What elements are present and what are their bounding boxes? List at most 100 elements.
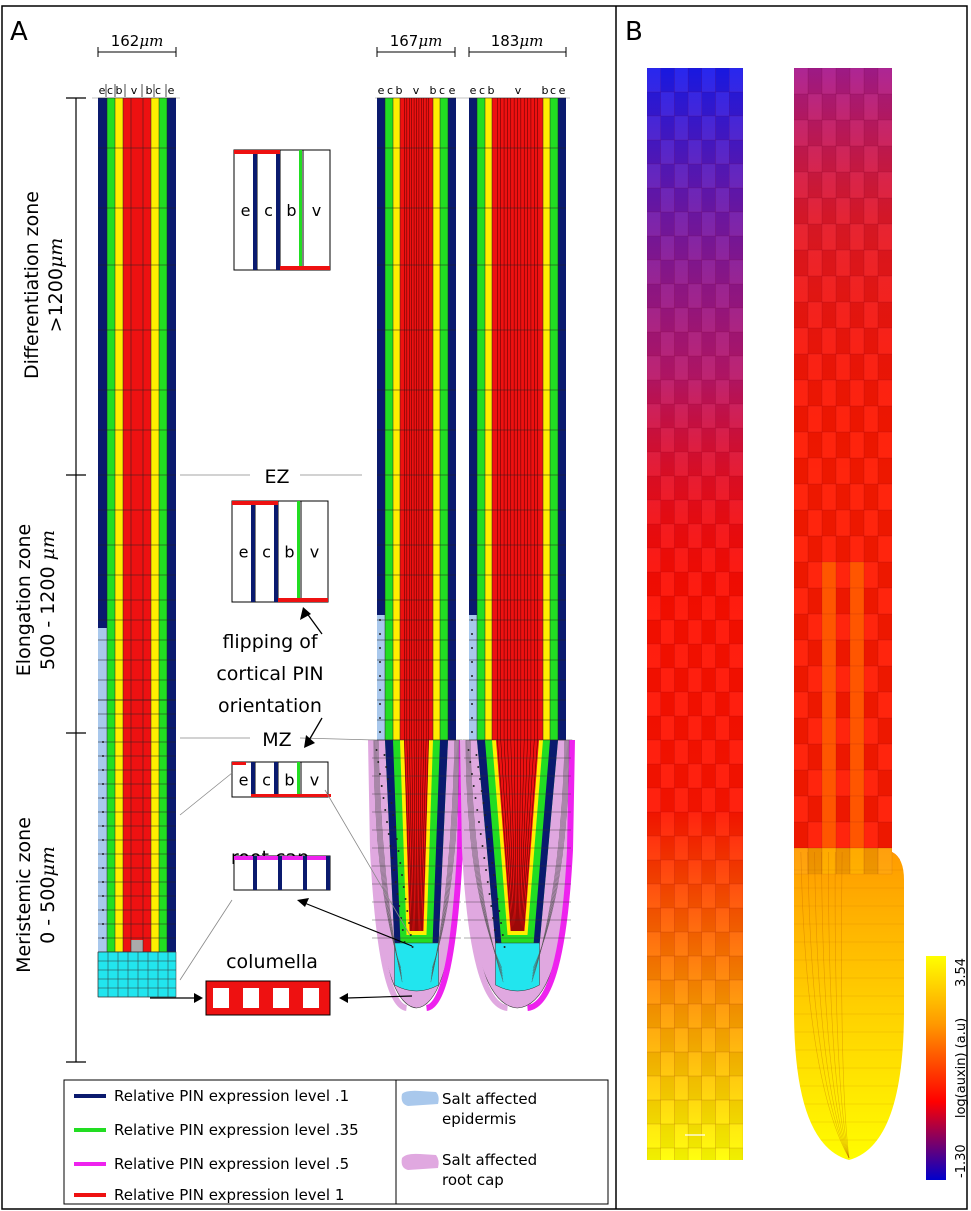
auxin-cell xyxy=(674,739,689,765)
svg-text:0 - 500μm: 0 - 500μm xyxy=(37,846,59,944)
auxin-cell xyxy=(807,613,823,641)
auxin-cell xyxy=(877,379,893,407)
auxin-cell xyxy=(687,379,702,405)
vasculature-left xyxy=(123,98,131,952)
vascular-file xyxy=(406,739,413,932)
column-letter: v xyxy=(413,84,420,97)
cell-dot xyxy=(378,773,381,775)
auxin-cell xyxy=(877,223,893,251)
auxin-cell xyxy=(647,307,661,333)
auxin-cell xyxy=(660,91,675,117)
cell-dot xyxy=(377,761,380,763)
columella-cell xyxy=(213,988,229,1008)
auxin-cell xyxy=(729,331,743,357)
auxin-cell xyxy=(849,275,865,303)
auxin-cell xyxy=(729,811,743,837)
inset-root-cap xyxy=(233,855,331,891)
auxin-cell xyxy=(821,171,837,199)
auxin-cell xyxy=(849,93,865,121)
auxin-cell xyxy=(660,643,675,669)
auxin-cell xyxy=(674,1075,689,1101)
auxin-cell xyxy=(647,883,661,909)
cell-dot xyxy=(477,766,480,768)
vascular-file xyxy=(500,739,513,932)
auxin-cell xyxy=(807,93,823,121)
inset-cell-letter: c xyxy=(262,771,271,790)
auxin-cell xyxy=(687,787,702,813)
cell-dot xyxy=(478,778,481,780)
auxin-cell xyxy=(647,715,661,741)
auxin-cell xyxy=(807,821,823,849)
auxin-cell xyxy=(729,91,743,117)
auxin-cell xyxy=(729,595,743,621)
auxin-cell xyxy=(821,119,837,147)
pin-cortex xyxy=(276,150,280,270)
auxin-cell xyxy=(729,259,743,285)
auxin-cell xyxy=(715,163,730,189)
auxin-cell xyxy=(807,639,823,667)
svg-text:epidermis: epidermis xyxy=(442,1110,516,1128)
auxin-cell xyxy=(701,835,716,861)
auxin-cell xyxy=(877,68,893,95)
cell-dot xyxy=(475,754,478,756)
cell-dot xyxy=(471,661,473,663)
auxin-cell xyxy=(647,787,661,813)
svg-text:167μm: 167μm xyxy=(390,32,443,50)
column-letter: e xyxy=(449,84,456,97)
auxin-cell xyxy=(729,955,743,981)
auxin-cell xyxy=(794,821,809,849)
auxin-cell xyxy=(687,763,702,789)
cell-dot xyxy=(483,857,486,859)
auxin-cell xyxy=(849,535,865,563)
auxin-cell xyxy=(849,587,865,615)
colorbar-min-label: -1.30 xyxy=(954,1144,969,1178)
auxin-cell xyxy=(660,955,675,981)
auxin-cell xyxy=(835,847,851,875)
auxin-cell xyxy=(674,91,689,117)
auxin-cell xyxy=(701,1051,716,1077)
cell-dot xyxy=(471,689,473,691)
cell-dot xyxy=(471,703,473,705)
auxin-cell xyxy=(647,379,661,405)
auxin-cell xyxy=(863,457,879,485)
auxin-cell xyxy=(794,68,809,95)
auxin-cell xyxy=(715,1075,730,1101)
cell-dot xyxy=(471,633,473,635)
width-unit-3: μm xyxy=(519,32,543,50)
auxin-cell xyxy=(660,68,675,93)
zone-label-meristemic: Meristemic zone 0 - 500μm xyxy=(13,817,59,973)
auxin-cell xyxy=(715,115,730,141)
auxin-cell xyxy=(701,211,716,237)
auxin-cell xyxy=(715,595,730,621)
auxin-cell xyxy=(715,811,730,837)
auxin-cell xyxy=(877,431,893,459)
auxin-cell xyxy=(821,197,837,225)
column-letter: c xyxy=(439,84,445,97)
auxin-cell xyxy=(849,68,865,95)
auxin-cell xyxy=(674,499,689,525)
cell-dot xyxy=(476,809,479,811)
auxin-cell xyxy=(729,787,743,813)
inset-cell-letter: e xyxy=(239,771,249,790)
auxin-cell xyxy=(835,717,851,745)
cortex-left xyxy=(385,98,393,740)
legend-salt-epidermis: Salt affected epidermis xyxy=(401,1090,537,1128)
auxin-cell xyxy=(877,249,893,277)
auxin-cell xyxy=(687,1075,702,1101)
auxin-cell xyxy=(715,1051,730,1077)
auxin-cell xyxy=(687,451,702,477)
colorbar-gradient xyxy=(926,956,946,1180)
auxin-cell xyxy=(701,547,716,573)
auxin-cell xyxy=(794,171,809,199)
auxin-cell xyxy=(794,379,809,407)
auxin-cell xyxy=(715,379,730,405)
cell-dot xyxy=(102,881,104,883)
auxin-cell xyxy=(835,639,851,667)
auxin-cell xyxy=(687,1147,702,1160)
auxin-cell xyxy=(701,235,716,261)
auxin-cell xyxy=(701,499,716,525)
auxin-cell xyxy=(687,139,702,165)
vascular-file xyxy=(497,739,512,932)
auxin-cell xyxy=(863,93,879,121)
auxin-cell xyxy=(701,331,716,357)
